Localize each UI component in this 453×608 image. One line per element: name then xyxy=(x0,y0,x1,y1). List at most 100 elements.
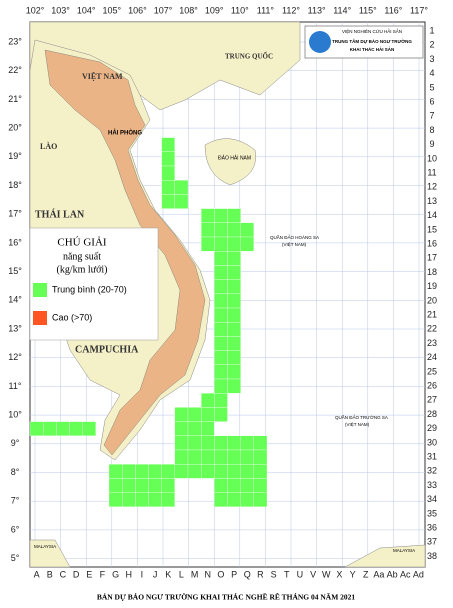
forecast-cell xyxy=(201,222,215,238)
legend-swatch xyxy=(33,311,47,325)
column-label: Y xyxy=(350,569,356,579)
longitude-label: 110° xyxy=(231,5,249,15)
forecast-cell xyxy=(201,449,215,465)
forecast-cell xyxy=(201,393,215,408)
place-label: ĐẢO HẢI NAM xyxy=(218,154,251,161)
column-label: H xyxy=(126,569,133,579)
place-label: TRUNG QUỐC xyxy=(225,53,273,61)
longitude-label: 107° xyxy=(154,5,173,15)
row-label: 21 xyxy=(427,309,437,319)
row-label: 29 xyxy=(427,423,437,433)
column-label: X xyxy=(336,569,342,579)
longitude-label: 115° xyxy=(359,5,377,15)
row-label: 32 xyxy=(427,466,437,476)
place-label: QUẦN ĐẢO HOÀNG SA xyxy=(270,234,319,240)
row-label: 27 xyxy=(427,395,437,405)
place-label: (VIỆT NAM) xyxy=(282,240,307,247)
forecast-cell xyxy=(214,222,228,238)
forecast-cell xyxy=(240,222,254,238)
latitude-label: 10° xyxy=(8,409,22,419)
longitude-label: 103° xyxy=(51,5,70,15)
forecast-cells xyxy=(29,137,268,507)
forecast-cell xyxy=(174,421,189,436)
forecast-cell xyxy=(214,307,228,323)
latitude-label: 8° xyxy=(11,467,20,477)
forecast-cell xyxy=(240,236,254,252)
place-label: MALAYSIA xyxy=(34,544,56,549)
row-label: 24 xyxy=(427,352,437,362)
forecast-cell xyxy=(227,322,241,337)
forecast-cell xyxy=(240,464,254,479)
column-label: P xyxy=(231,569,237,579)
row-label: 17 xyxy=(427,253,437,263)
forecast-cell xyxy=(214,378,228,394)
forecast-cell xyxy=(135,492,149,507)
latitude-label: 15° xyxy=(8,266,22,276)
forecast-cell xyxy=(253,492,268,507)
legend-items: Trung bình (20-70) Cao (>70) xyxy=(33,283,127,325)
forecast-cell xyxy=(201,435,215,451)
legend-unit: (kg/km lưới) xyxy=(57,264,108,275)
row-label: 2 xyxy=(429,40,434,50)
row-label: 10 xyxy=(427,153,437,163)
forecast-cell xyxy=(214,251,228,266)
row-label: 37 xyxy=(427,537,437,547)
row-label: 5 xyxy=(429,82,434,92)
forecast-cell xyxy=(108,492,123,507)
latitude-label: 9° xyxy=(11,438,20,448)
forecast-cell xyxy=(214,393,228,408)
row-label: 38 xyxy=(427,551,437,561)
forecast-cell xyxy=(214,336,228,351)
column-label: M xyxy=(191,569,199,579)
latitude-label: 6° xyxy=(11,524,20,534)
latitude-label: 12° xyxy=(8,352,22,362)
forecast-cell xyxy=(240,492,254,507)
place-label: HẢI PHÒNG xyxy=(108,129,142,137)
column-label: Q xyxy=(244,569,251,579)
forecast-cell xyxy=(161,165,175,181)
forecast-cell xyxy=(122,464,136,479)
org-line: KHAI THÁC HẢI SẢN xyxy=(350,46,395,52)
row-label: 35 xyxy=(427,508,437,518)
forecast-cell xyxy=(227,307,241,323)
forecast-cell xyxy=(187,435,202,451)
footer-title: BẢN DỰ BÁO NGƯ TRƯỜNG KHAI THÁC NGHỀ RÊ … xyxy=(97,592,356,602)
row-label: 11 xyxy=(427,167,436,177)
latitude-label: 22° xyxy=(8,65,22,75)
row-label: 18 xyxy=(427,267,437,277)
forecast-cell xyxy=(201,236,215,252)
column-label: T xyxy=(284,569,290,579)
row-label: 36 xyxy=(427,522,437,532)
latitude-label: 14° xyxy=(8,295,22,305)
forecast-cell xyxy=(227,378,241,394)
place-label: (VIỆT NAM) xyxy=(345,420,370,427)
longitude-label: 114° xyxy=(333,5,351,15)
forecast-cell xyxy=(227,464,241,479)
column-label: Ab xyxy=(387,569,398,579)
row-label: 23 xyxy=(427,338,437,348)
forecast-cell xyxy=(201,421,215,436)
row-label: 20 xyxy=(427,295,437,305)
forecast-cell xyxy=(161,180,175,195)
forecast-cell xyxy=(227,435,241,451)
longitude-label: 112° xyxy=(282,5,300,15)
forecast-cell xyxy=(174,194,189,209)
column-label: S xyxy=(271,569,277,579)
column-label: D xyxy=(73,569,80,579)
place-label: THÁI LAN xyxy=(35,208,85,220)
longitude-label: 109° xyxy=(205,5,224,15)
forecast-cell xyxy=(187,449,202,465)
legend-label: Trung bình (20-70) xyxy=(52,284,127,294)
org-line: TRUNG TÂM DỰ BÁO NGƯ TRƯỜNG xyxy=(332,37,412,44)
forecast-cell xyxy=(108,478,123,493)
forecast-cell xyxy=(214,492,228,507)
column-label: R xyxy=(257,569,264,579)
place-label: VIỆT NAM xyxy=(82,72,123,81)
forecast-cell xyxy=(43,421,57,436)
forecast-cell xyxy=(227,279,241,294)
forecast-cell xyxy=(227,449,241,465)
forecast-cell xyxy=(122,478,136,493)
forecast-cell xyxy=(214,407,228,422)
forecast-cell xyxy=(174,407,189,422)
forecast-cell xyxy=(227,350,241,365)
